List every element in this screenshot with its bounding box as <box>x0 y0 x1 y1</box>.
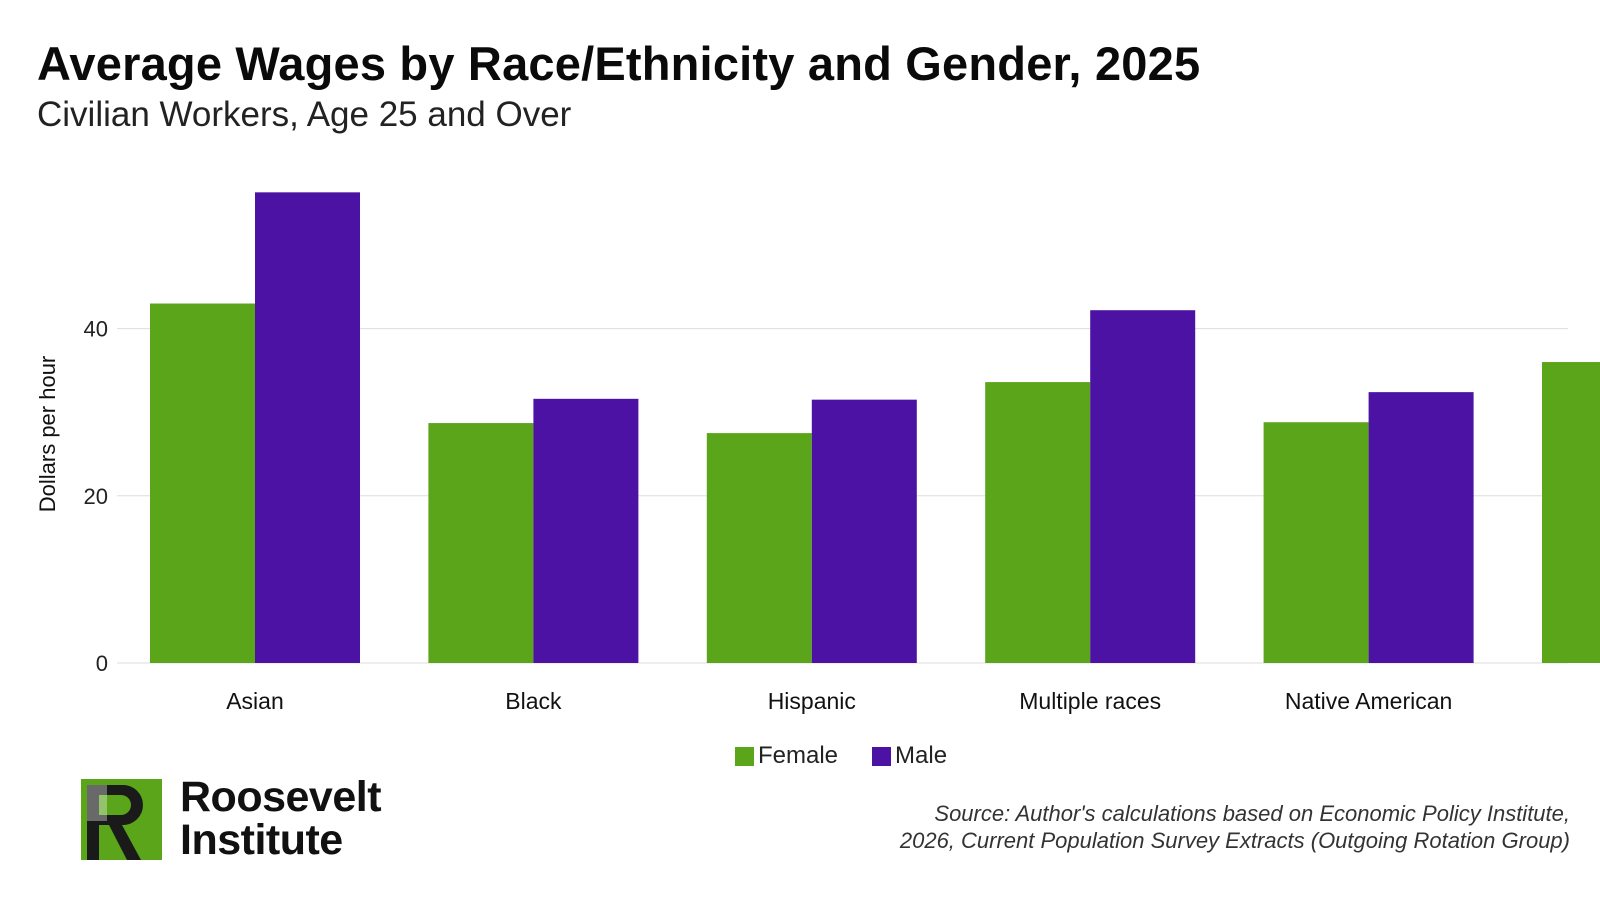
x-category-label: Black <box>505 688 562 714</box>
x-category-label: Hispanic <box>768 688 856 714</box>
x-category-label: Native American <box>1285 688 1452 714</box>
legend-swatch-male <box>872 746 892 766</box>
source-line2: 2026, Current Population Survey Extracts… <box>899 828 1570 853</box>
bar-female-white <box>1542 362 1600 663</box>
bar-male-hispanic <box>811 399 917 663</box>
bar-male-multiple-races <box>1090 310 1196 663</box>
y-tick-label: 0 <box>96 651 108 676</box>
chart-title: Average Wages by Race/Ethnicity and Gend… <box>37 37 1201 90</box>
y-tick-label: 20 <box>84 484 108 509</box>
bar-male-black <box>533 398 639 663</box>
legend-swatch-female <box>735 746 754 766</box>
source-line1: Source: Author's calculations based on E… <box>934 801 1570 826</box>
bar-female-black <box>428 423 534 663</box>
bar-female-native-american <box>1263 422 1369 663</box>
x-category-label: Multiple races <box>1019 688 1161 714</box>
axis-labels: 0 20 40 Asian Black Hispanic Multiple races Nat… <box>84 317 1453 714</box>
y-tick-label: 40 <box>84 317 108 342</box>
legend-item-male: Male <box>872 742 947 770</box>
y-axis-label: Dollars per hour <box>35 356 60 513</box>
logo-r-icon <box>81 778 162 860</box>
roosevelt-institute-logo: Roosevelt Institute <box>81 773 382 864</box>
legend: Female Male <box>735 742 981 770</box>
bar-male-native-american <box>1368 392 1474 663</box>
bar-female-asian <box>150 303 255 663</box>
bar-chart: 0 20 40 Asian Black Hispanic Multiple races Nat… <box>35 192 1600 714</box>
bar-male-asian <box>255 192 360 663</box>
bars <box>150 192 1600 663</box>
bar-female-hispanic <box>706 433 812 663</box>
logo-line2: Institute <box>180 816 343 864</box>
source-note: Source: Author's calculations based on E… <box>900 800 1570 854</box>
chart-subtitle: Civilian Workers, Age 25 and Over <box>37 95 572 134</box>
legend-label-male: Male <box>895 742 948 769</box>
logo-line1: Roosevelt <box>180 773 382 821</box>
legend-label-female: Female <box>758 742 839 769</box>
x-category-label: Asian <box>226 688 284 714</box>
legend-item-female: Female <box>735 742 838 770</box>
logo-text: Roosevelt Institute <box>180 773 382 864</box>
bar-female-multiple-races <box>985 382 1091 663</box>
